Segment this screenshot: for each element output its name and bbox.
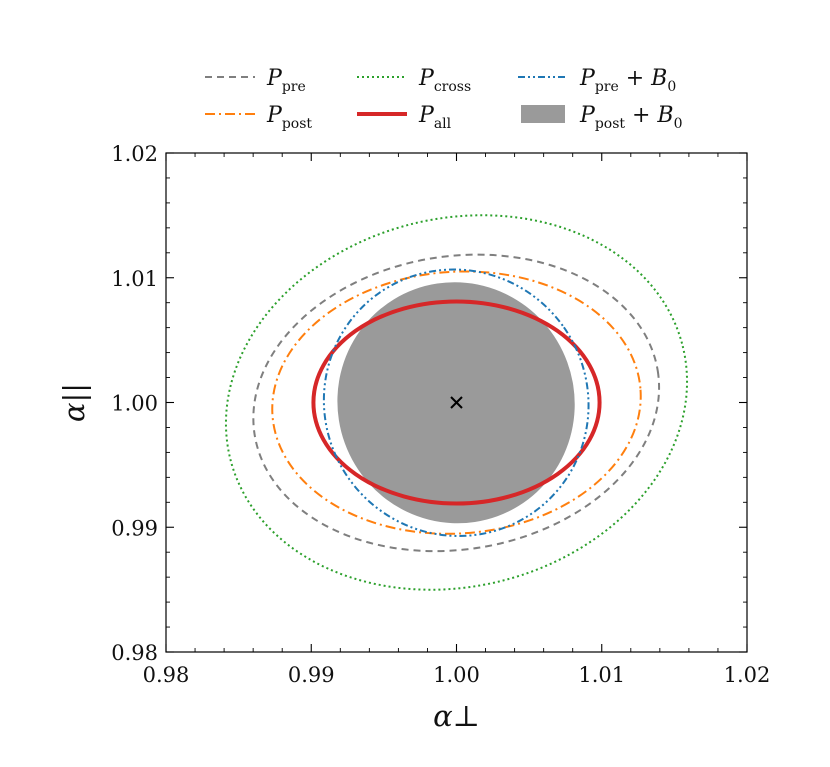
legend-item-p-pre-b-0: Ppre + B0 (518, 66, 676, 95)
legend-item-p-cross: Pcross (357, 66, 471, 95)
x-tick-label: 0.99 (288, 663, 335, 687)
x-tick-label: 0.98 (143, 663, 190, 687)
y-tick-label: 1.00 (111, 392, 158, 416)
contour-p-all (311, 299, 602, 506)
legend: Ppre Ppost Pcross Pall Ppre + B0 Ppost + B0 (205, 66, 683, 132)
y-axis-label: α|| (57, 383, 91, 422)
x-tick-label: 1.00 (433, 663, 480, 687)
plot-area (224, 214, 689, 591)
axes: 0.98 0.99 1.00 1.01 1.02 0.98 0.99 1.00 1.01 1.02 (111, 142, 770, 687)
x-axis-label: α⊥ (433, 699, 480, 733)
contour-p-cross (224, 214, 689, 591)
x-tick-label: 1.01 (578, 663, 625, 687)
legend-item-p-all: Pall (357, 103, 452, 132)
legend-swatch (521, 105, 565, 123)
legend-label: Ppost + B0 (579, 103, 683, 132)
legend-item-p-post-b-0: Ppost + B0 (521, 103, 683, 132)
contour-p-pre-b-0 (322, 268, 590, 537)
legend-label: Pcross (418, 66, 471, 95)
legend-label: Ppre + B0 (579, 66, 676, 95)
y-tick-label: 0.99 (111, 516, 158, 540)
contour-p-post (271, 270, 642, 535)
legend-label: Pall (418, 103, 452, 132)
legend-label: Ppre (266, 66, 306, 95)
legend-item-p-post: Ppost (205, 103, 312, 132)
y-tick-label: 1.02 (111, 142, 158, 166)
contour-p-pre (252, 253, 661, 553)
x-tick-label: 1.02 (724, 663, 771, 687)
y-tick-label: 1.01 (111, 267, 158, 291)
legend-label: Ppost (266, 103, 312, 132)
legend-item-p-pre: Ppre (205, 66, 306, 95)
y-tick-label: 0.98 (111, 641, 158, 665)
center-marker (450, 396, 463, 409)
